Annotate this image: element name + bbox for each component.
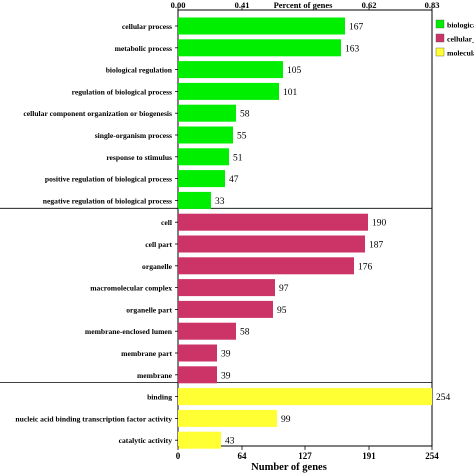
legend-swatch: [435, 19, 445, 29]
x-bottom-tick-label: 127: [298, 451, 312, 461]
category-label: cell: [161, 218, 172, 227]
bar-value-label: 163: [345, 44, 360, 54]
bar: [178, 61, 283, 79]
bar-value-label: 33: [215, 197, 225, 207]
bar: [178, 388, 432, 406]
bar: [178, 82, 279, 100]
category-label: catalytic activity: [119, 436, 173, 445]
category-label: metabolic process: [115, 44, 172, 53]
category-label: membrane part: [121, 349, 172, 358]
bar-value-label: 47: [229, 175, 239, 185]
bar: [178, 213, 368, 231]
category-label: membrane-enclosed lumen: [85, 327, 173, 336]
bar: [178, 170, 225, 188]
x-bottom-axis-title: Number of genes: [251, 462, 327, 473]
bar-value-label: 101: [283, 88, 298, 98]
bar-value-label: 39: [221, 350, 231, 360]
bar: [178, 191, 211, 209]
bar: [178, 17, 345, 35]
category-label: cellular process: [122, 22, 172, 31]
category-label: biological regulation: [106, 66, 173, 75]
x-bottom-tick-label: 64: [238, 451, 248, 461]
bar: [178, 409, 277, 427]
x-top-tick-label: 0.41: [235, 0, 250, 10]
bar: [178, 344, 217, 362]
bar: [178, 279, 275, 297]
bar-value-label: 176: [358, 262, 373, 272]
bar-value-label: 39: [221, 371, 231, 381]
category-label: binding: [147, 393, 172, 402]
bar-value-label: 187: [369, 241, 384, 251]
x-bottom-tick-label: 191: [362, 451, 376, 461]
bar: [178, 322, 236, 340]
category-label: regulation of biological process: [72, 87, 172, 96]
x-top-tick-label: 0.83: [425, 0, 440, 10]
bar-value-label: 167: [349, 23, 364, 33]
x-bottom-tick-label: 0: [176, 451, 181, 461]
category-label: nucleic acid binding transcription facto…: [15, 414, 172, 423]
bar-value-label: 55: [237, 132, 247, 142]
x-top-axis-title: Percent of genes: [274, 0, 334, 10]
bar-value-label: 51: [233, 153, 243, 163]
bar: [178, 39, 341, 57]
bar-value-label: 43: [225, 437, 235, 447]
category-label: organelle: [142, 262, 173, 271]
legend-label: molecular_: [447, 49, 474, 58]
legend: biological_ cellular_co molecular_: [435, 19, 474, 58]
category-label: single-organism process: [95, 131, 172, 140]
bar: [178, 104, 236, 122]
x-top-tick-label: 0.62: [362, 0, 377, 10]
category-label: membrane: [137, 371, 173, 380]
x-bottom-tick-label: 254: [425, 451, 439, 461]
bar: [178, 148, 229, 166]
category-label: macromolecular complex: [90, 284, 172, 293]
category-label: positive regulation of biological proces…: [45, 175, 172, 184]
category-label: negative regulation of biological proces…: [43, 196, 172, 205]
category-label: cellular component organization or bioge…: [23, 109, 172, 118]
bar: [178, 257, 354, 275]
bar: [178, 431, 221, 449]
category-label: organelle part: [126, 305, 172, 314]
category-label: cell part: [145, 240, 172, 249]
bar-value-label: 99: [281, 415, 291, 425]
bar-value-label: 254: [436, 393, 451, 403]
legend-swatch: [435, 33, 445, 43]
legend-swatch: [435, 47, 445, 57]
legend-label: cellular_co: [447, 35, 474, 44]
bar-value-label: 58: [240, 110, 250, 120]
plot-area: 167 cellular process 163 metabolic process 1…: [0, 0, 451, 473]
category-label: response to stimulus: [106, 153, 172, 162]
x-top-tick-label: 0.00: [171, 0, 186, 10]
bar-value-label: 58: [240, 328, 250, 338]
bar-value-label: 190: [372, 219, 387, 229]
bar-value-label: 97: [279, 284, 289, 294]
legend-label: biological_: [447, 21, 474, 30]
bar: [178, 300, 273, 318]
bar: [178, 126, 233, 144]
bar: [178, 235, 365, 253]
bar-value-label: 105: [287, 66, 302, 76]
bar-value-label: 95: [277, 306, 287, 316]
bar: [178, 366, 217, 384]
